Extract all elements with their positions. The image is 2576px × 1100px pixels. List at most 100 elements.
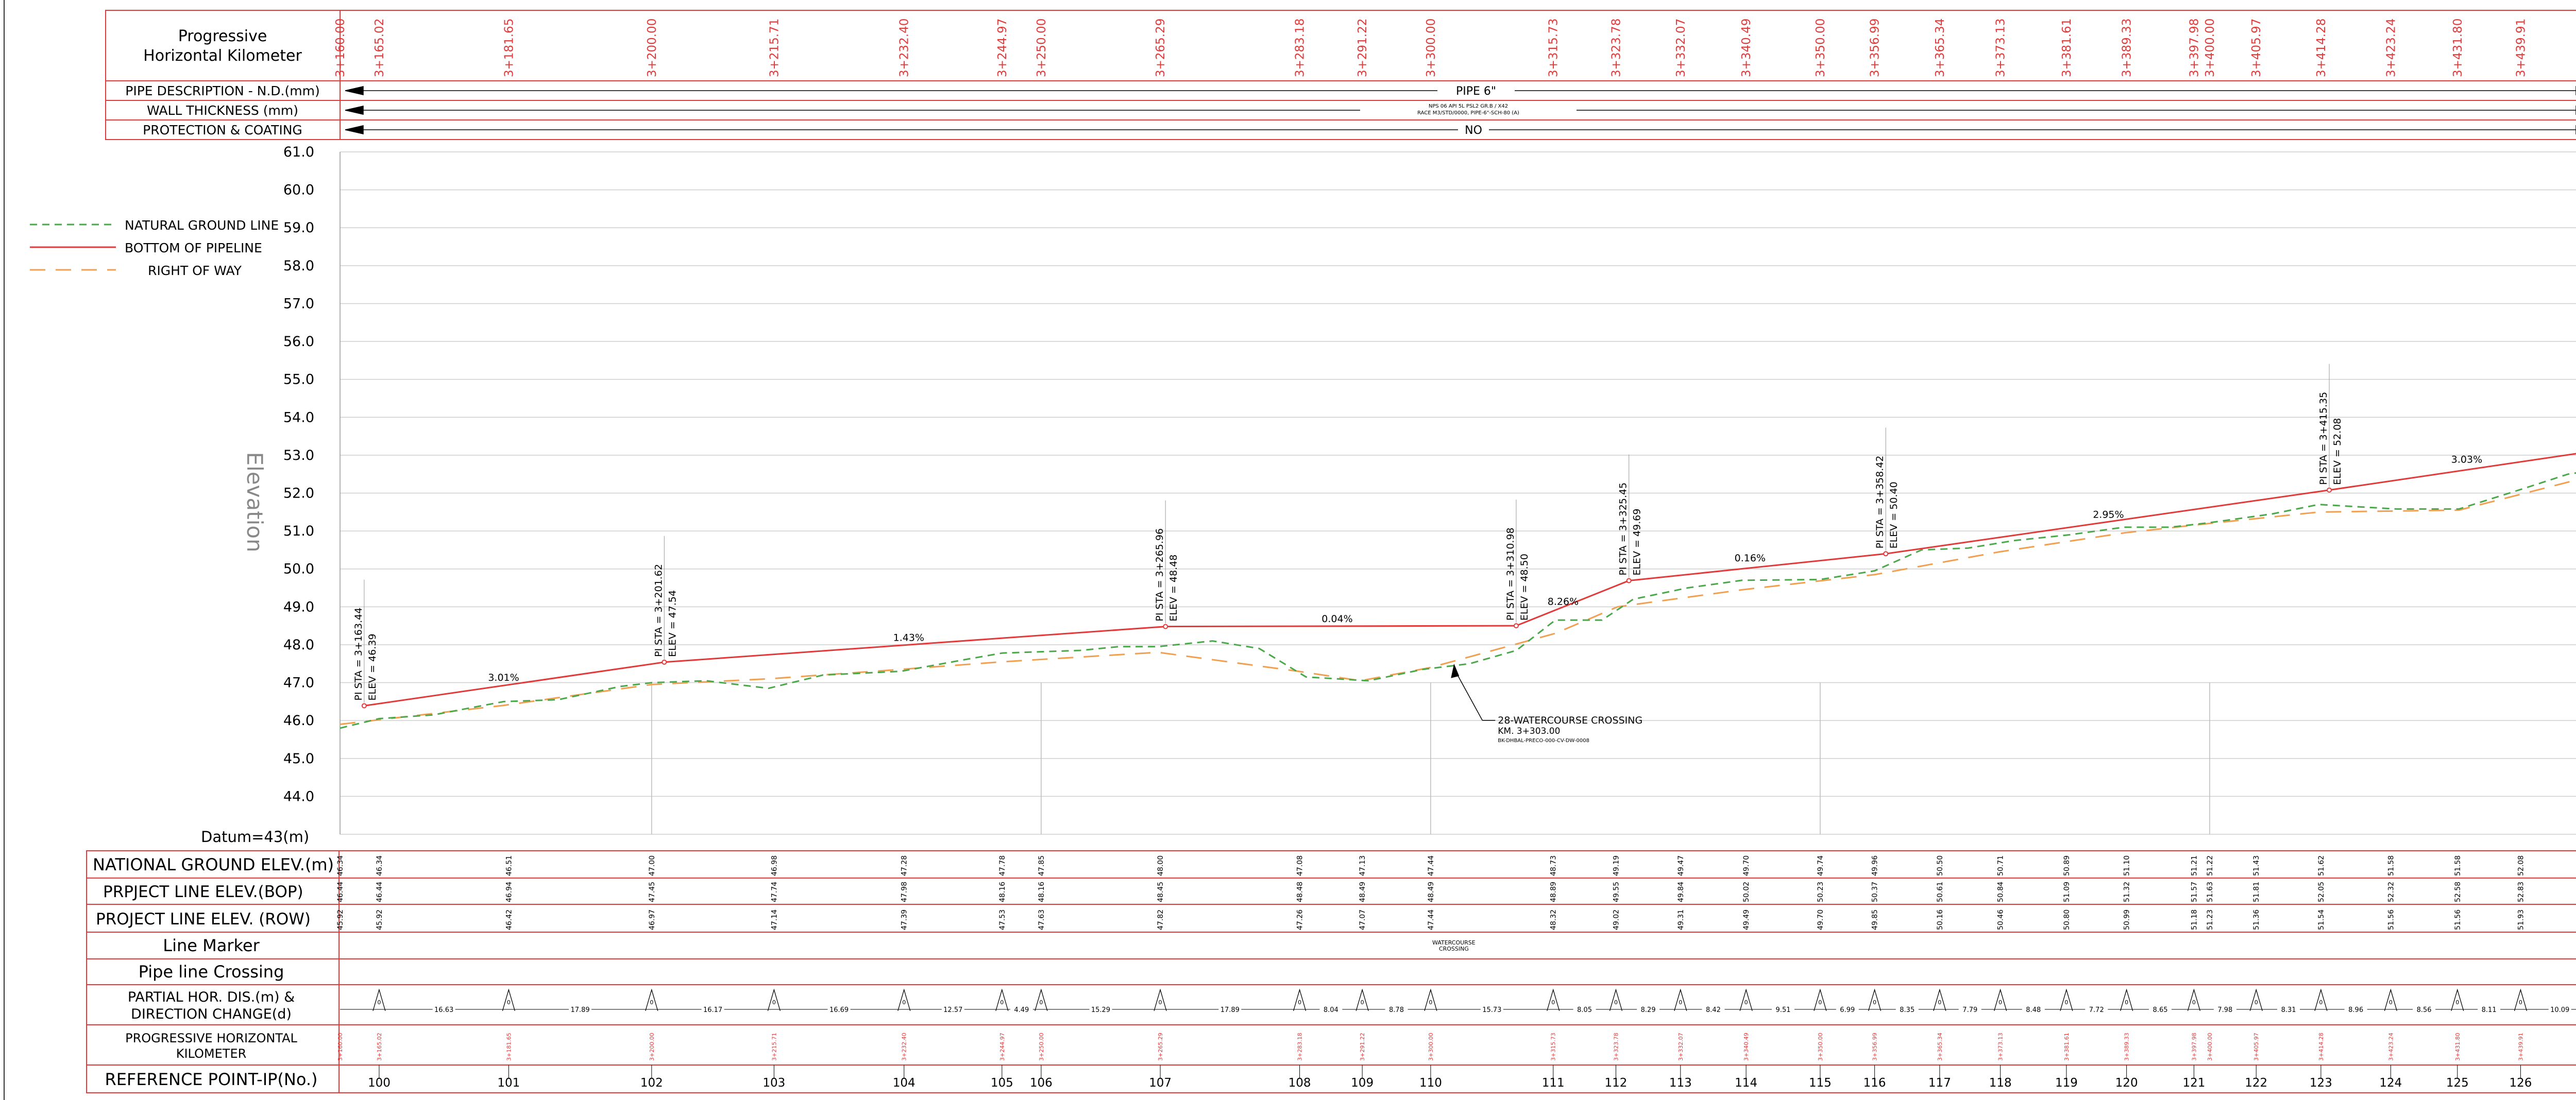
- header-station-label: 3+200.00: [646, 19, 659, 77]
- progressive-km-value: 3+250.00: [1038, 1033, 1045, 1061]
- direction-change-mark: [1933, 988, 1946, 1011]
- ip-number: 109: [1351, 1076, 1374, 1090]
- progressive-km-value: 3+365.34: [1937, 1033, 1943, 1061]
- partial-value-bg: [827, 1005, 851, 1012]
- direction-change-mark: [372, 988, 386, 1011]
- y-tick-label: 49.0: [283, 599, 314, 615]
- ground-elev-value: 48.00: [1157, 855, 1165, 876]
- header-station-label: 3+250.00: [1035, 19, 1048, 77]
- direction-change-value: 0: [1744, 999, 1748, 1006]
- y-tick-label: 46.0: [283, 713, 314, 729]
- y-tick-label: 61.0: [283, 144, 314, 160]
- ip-number: 104: [893, 1076, 916, 1090]
- progressive-km-value: 3+356.99: [1872, 1033, 1878, 1061]
- ground-elev-value: 51.62: [2317, 855, 2326, 876]
- bop-elev-value: 49.55: [1612, 882, 1620, 902]
- partial-distance-value: 6.99: [1840, 1006, 1855, 1014]
- direction-change-mark: [2249, 988, 2263, 1011]
- ip-number: 120: [2115, 1076, 2138, 1090]
- pi-point-marker: [1513, 623, 1519, 629]
- progressive-km-value: 3+244.97: [999, 1033, 1006, 1061]
- datum-label: Datum=43(m): [201, 828, 309, 846]
- ip-number: 111: [1542, 1076, 1565, 1090]
- partial-distance-row: 000000000000000000000000000016.6317.8916…: [340, 988, 2576, 1014]
- y-tick-label: 51.0: [283, 523, 314, 539]
- bop-elev-value: 50.02: [1742, 882, 1751, 902]
- annotation-arrowhead: [1451, 663, 1460, 678]
- ground-elev-value: 46.34: [376, 855, 384, 876]
- partial-value-bg: [1010, 1005, 1033, 1012]
- direction-change-value: 0: [1429, 999, 1432, 1006]
- row-elev-value: 51.36: [2252, 909, 2261, 930]
- ground-elev-value: 49.74: [1817, 855, 1825, 876]
- partial-value-bg: [2149, 1005, 2172, 1012]
- direction-change-value: 0: [1551, 999, 1555, 1006]
- direction-change-value: 0: [377, 999, 381, 1006]
- ground-elev-value: 47.28: [901, 855, 909, 876]
- row-elev-value: 49.85: [1871, 909, 1879, 930]
- ground-elev-value: 47.44: [1427, 855, 1435, 876]
- partial-value-bg: [2213, 1005, 2236, 1012]
- pi-point-marker: [1883, 551, 1889, 557]
- direction-change-mark: [2187, 988, 2201, 1011]
- slope-label: 8.26%: [1548, 596, 1579, 608]
- direction-change-mark: [1994, 988, 2007, 1011]
- y-tick-label: 44.0: [283, 788, 314, 804]
- partial-value-bg: [2022, 1005, 2045, 1012]
- row-elev-value: 51.56: [2454, 909, 2462, 930]
- partial-value-bg: [1089, 1005, 1112, 1012]
- header-station-label: 3+350.00: [1814, 19, 1827, 77]
- header-station-label: 3+232.40: [898, 19, 911, 77]
- y-tick-label: 57.0: [283, 296, 314, 312]
- bop-elev-value: 46.44: [336, 882, 345, 902]
- legend: NATURAL GROUND LINE BOTTOM OF PIPELINE R…: [30, 218, 279, 278]
- row-elev-value: 51.23: [2206, 909, 2214, 930]
- header-station-label: 3+405.97: [2250, 19, 2263, 77]
- partial-distance-value: 8.56: [2417, 1006, 2432, 1014]
- y-tick-label: 59.0: [283, 220, 314, 236]
- bop-elev-value: 52.83: [2517, 882, 2525, 902]
- header-station-label: 3+291.22: [1356, 19, 1369, 77]
- annotation-line2: KM. 3+303.00: [1498, 726, 1560, 736]
- ip-number: 116: [1863, 1076, 1886, 1090]
- ip-number: 122: [2245, 1076, 2267, 1090]
- direction-change-mark: [1293, 988, 1307, 1011]
- ip-number: 124: [2379, 1076, 2402, 1090]
- partial-distance-value: 8.96: [2348, 1006, 2363, 1014]
- ip-number: 119: [2055, 1076, 2078, 1090]
- ip-number: 118: [1989, 1076, 2012, 1090]
- ip-number: 126: [2509, 1076, 2532, 1090]
- ground-elev-value: 51.43: [2252, 855, 2261, 876]
- ip-number: 106: [1030, 1076, 1053, 1090]
- direction-change-value: 0: [1998, 999, 2002, 1006]
- pi-station-label: PI STA = 3+325.45: [1618, 483, 1629, 576]
- direction-change-mark: [2314, 988, 2328, 1011]
- y-tick-label: 45.0: [283, 751, 314, 767]
- progressive-km-value: 3+232.40: [901, 1033, 908, 1061]
- bop-elev-value: 51.09: [2063, 882, 2071, 902]
- header-station-label: 3+215.71: [768, 19, 781, 77]
- y-tick-label: 60.0: [283, 182, 314, 198]
- legend-bottom-of-pipeline-label: BOTTOM OF PIPELINE: [125, 240, 262, 255]
- partial-value-bg: [2478, 1005, 2501, 1012]
- ip-number: 114: [1735, 1076, 1757, 1090]
- ip-number: 121: [2182, 1076, 2205, 1090]
- slope-label: 0.04%: [1321, 613, 1352, 625]
- direction-change-mark: [1814, 988, 1827, 1011]
- annotation-leader: [1455, 671, 1483, 721]
- protection-value: NO: [1465, 124, 1482, 137]
- ground-elev-value: 49.70: [1742, 855, 1751, 876]
- header-station-label: 3+300.00: [1425, 19, 1438, 77]
- y-tick-label: 52.0: [283, 486, 314, 502]
- progressive-km-value: 3+340.49: [1743, 1033, 1750, 1061]
- progressive-km-value: 3+215.71: [771, 1033, 777, 1061]
- y-tick-label: 53.0: [283, 448, 314, 463]
- row-elev-value: 47.63: [1038, 909, 1046, 930]
- ground-elev-value: 52.08: [2517, 855, 2525, 876]
- ground-elev-value: 46.98: [770, 855, 778, 876]
- direction-change-mark: [1035, 988, 1048, 1011]
- partial-value-bg: [1836, 1005, 1859, 1012]
- station-verticals: [651, 682, 2210, 834]
- partial-distance-value: 16.63: [434, 1006, 453, 1014]
- direction-change-value: 0: [2192, 999, 2196, 1006]
